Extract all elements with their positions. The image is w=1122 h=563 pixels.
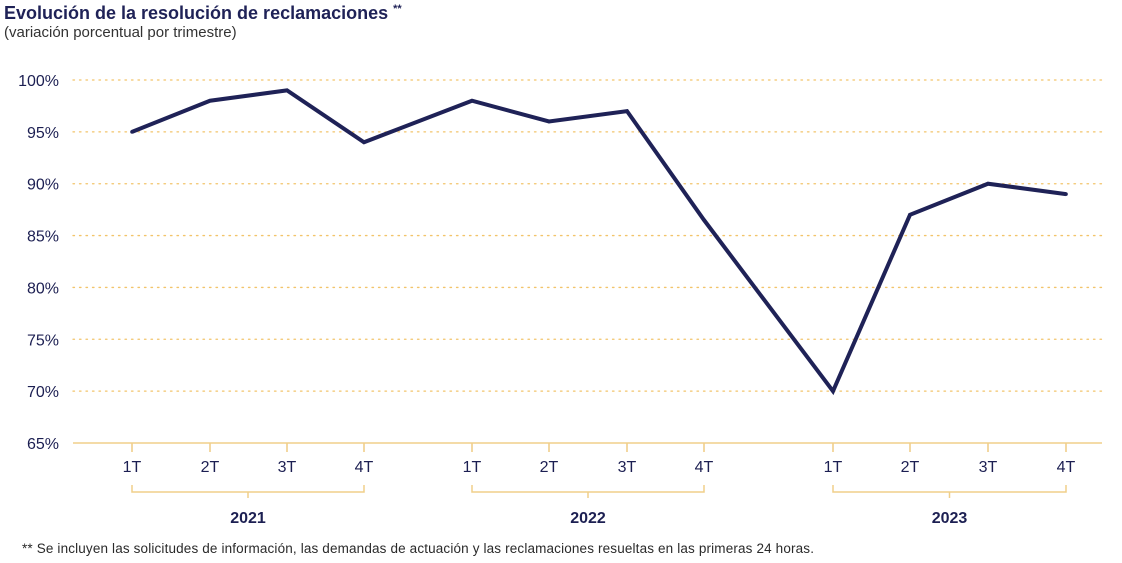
data-point: [908, 213, 912, 217]
data-point: [547, 119, 551, 124]
data-point: [986, 181, 990, 186]
chart-footnote: ** Se incluyen las solicitudes de inform…: [22, 541, 815, 556]
y-tick-label: 75%: [27, 332, 59, 349]
y-tick-label: 100%: [18, 73, 59, 90]
y-tick-label: 65%: [27, 436, 59, 453]
y-tick-label: 95%: [27, 125, 59, 142]
x-tick-label: 3T: [278, 459, 297, 476]
data-point: [208, 98, 212, 103]
y-tick-label: 85%: [27, 229, 59, 246]
y-tick-label: 90%: [27, 177, 59, 194]
y-axis-tick-labels: 65% 70% 75% 80% 85% 90% 95% 100%: [18, 73, 59, 453]
data-point: [470, 98, 474, 103]
year-bracket: [471, 485, 705, 498]
x-tick-label: 3T: [979, 459, 998, 476]
year-bracket: [131, 485, 365, 498]
data-point: [362, 140, 366, 145]
data-point: [625, 109, 629, 113]
chart-subtitle: (variación porcentual por trimestre): [4, 24, 237, 41]
x-tick-label: 2T: [901, 459, 920, 476]
data-point: [702, 218, 706, 222]
year-brackets: 2021 2022 2023: [131, 485, 1067, 527]
data-point: [1064, 192, 1068, 196]
y-tick-label: 80%: [27, 280, 59, 297]
y-tick-label: 70%: [27, 384, 59, 401]
year-label: 2021: [230, 510, 266, 527]
x-tick-label: 4T: [1057, 459, 1076, 476]
chart-title-footnote-mark: **: [393, 3, 402, 15]
x-tick-label: 1T: [824, 459, 843, 476]
series-layer: [130, 88, 1068, 396]
grid-lines: [72, 79, 1103, 392]
year-label: 2022: [570, 510, 606, 527]
year-bracket: [832, 485, 1067, 498]
x-tick-label: 4T: [355, 459, 374, 476]
year-label: 2023: [932, 510, 968, 527]
x-tick-label: 4T: [695, 459, 714, 476]
chart-header: Evolución de la resolución de reclamacio…: [4, 3, 402, 43]
data-point: [130, 130, 134, 134]
x-tick-label: 2T: [201, 459, 220, 476]
x-tick-label: 3T: [618, 459, 637, 476]
chart-title: Evolución de la resolución de reclamacio…: [4, 3, 402, 23]
chart-title-text: Evolución de la resolución de reclamacio…: [4, 3, 389, 23]
data-point: [285, 88, 289, 93]
series-line: [131, 88, 1067, 396]
data-point: [831, 389, 835, 393]
x-axis-ticks: 1T 2T 3T 4T 1T 2T 3T 4T 1T 2T 3T 4T: [123, 443, 1076, 476]
x-tick-label: 2T: [540, 459, 559, 476]
x-tick-label: 1T: [463, 459, 482, 476]
x-tick-label: 1T: [123, 459, 142, 476]
